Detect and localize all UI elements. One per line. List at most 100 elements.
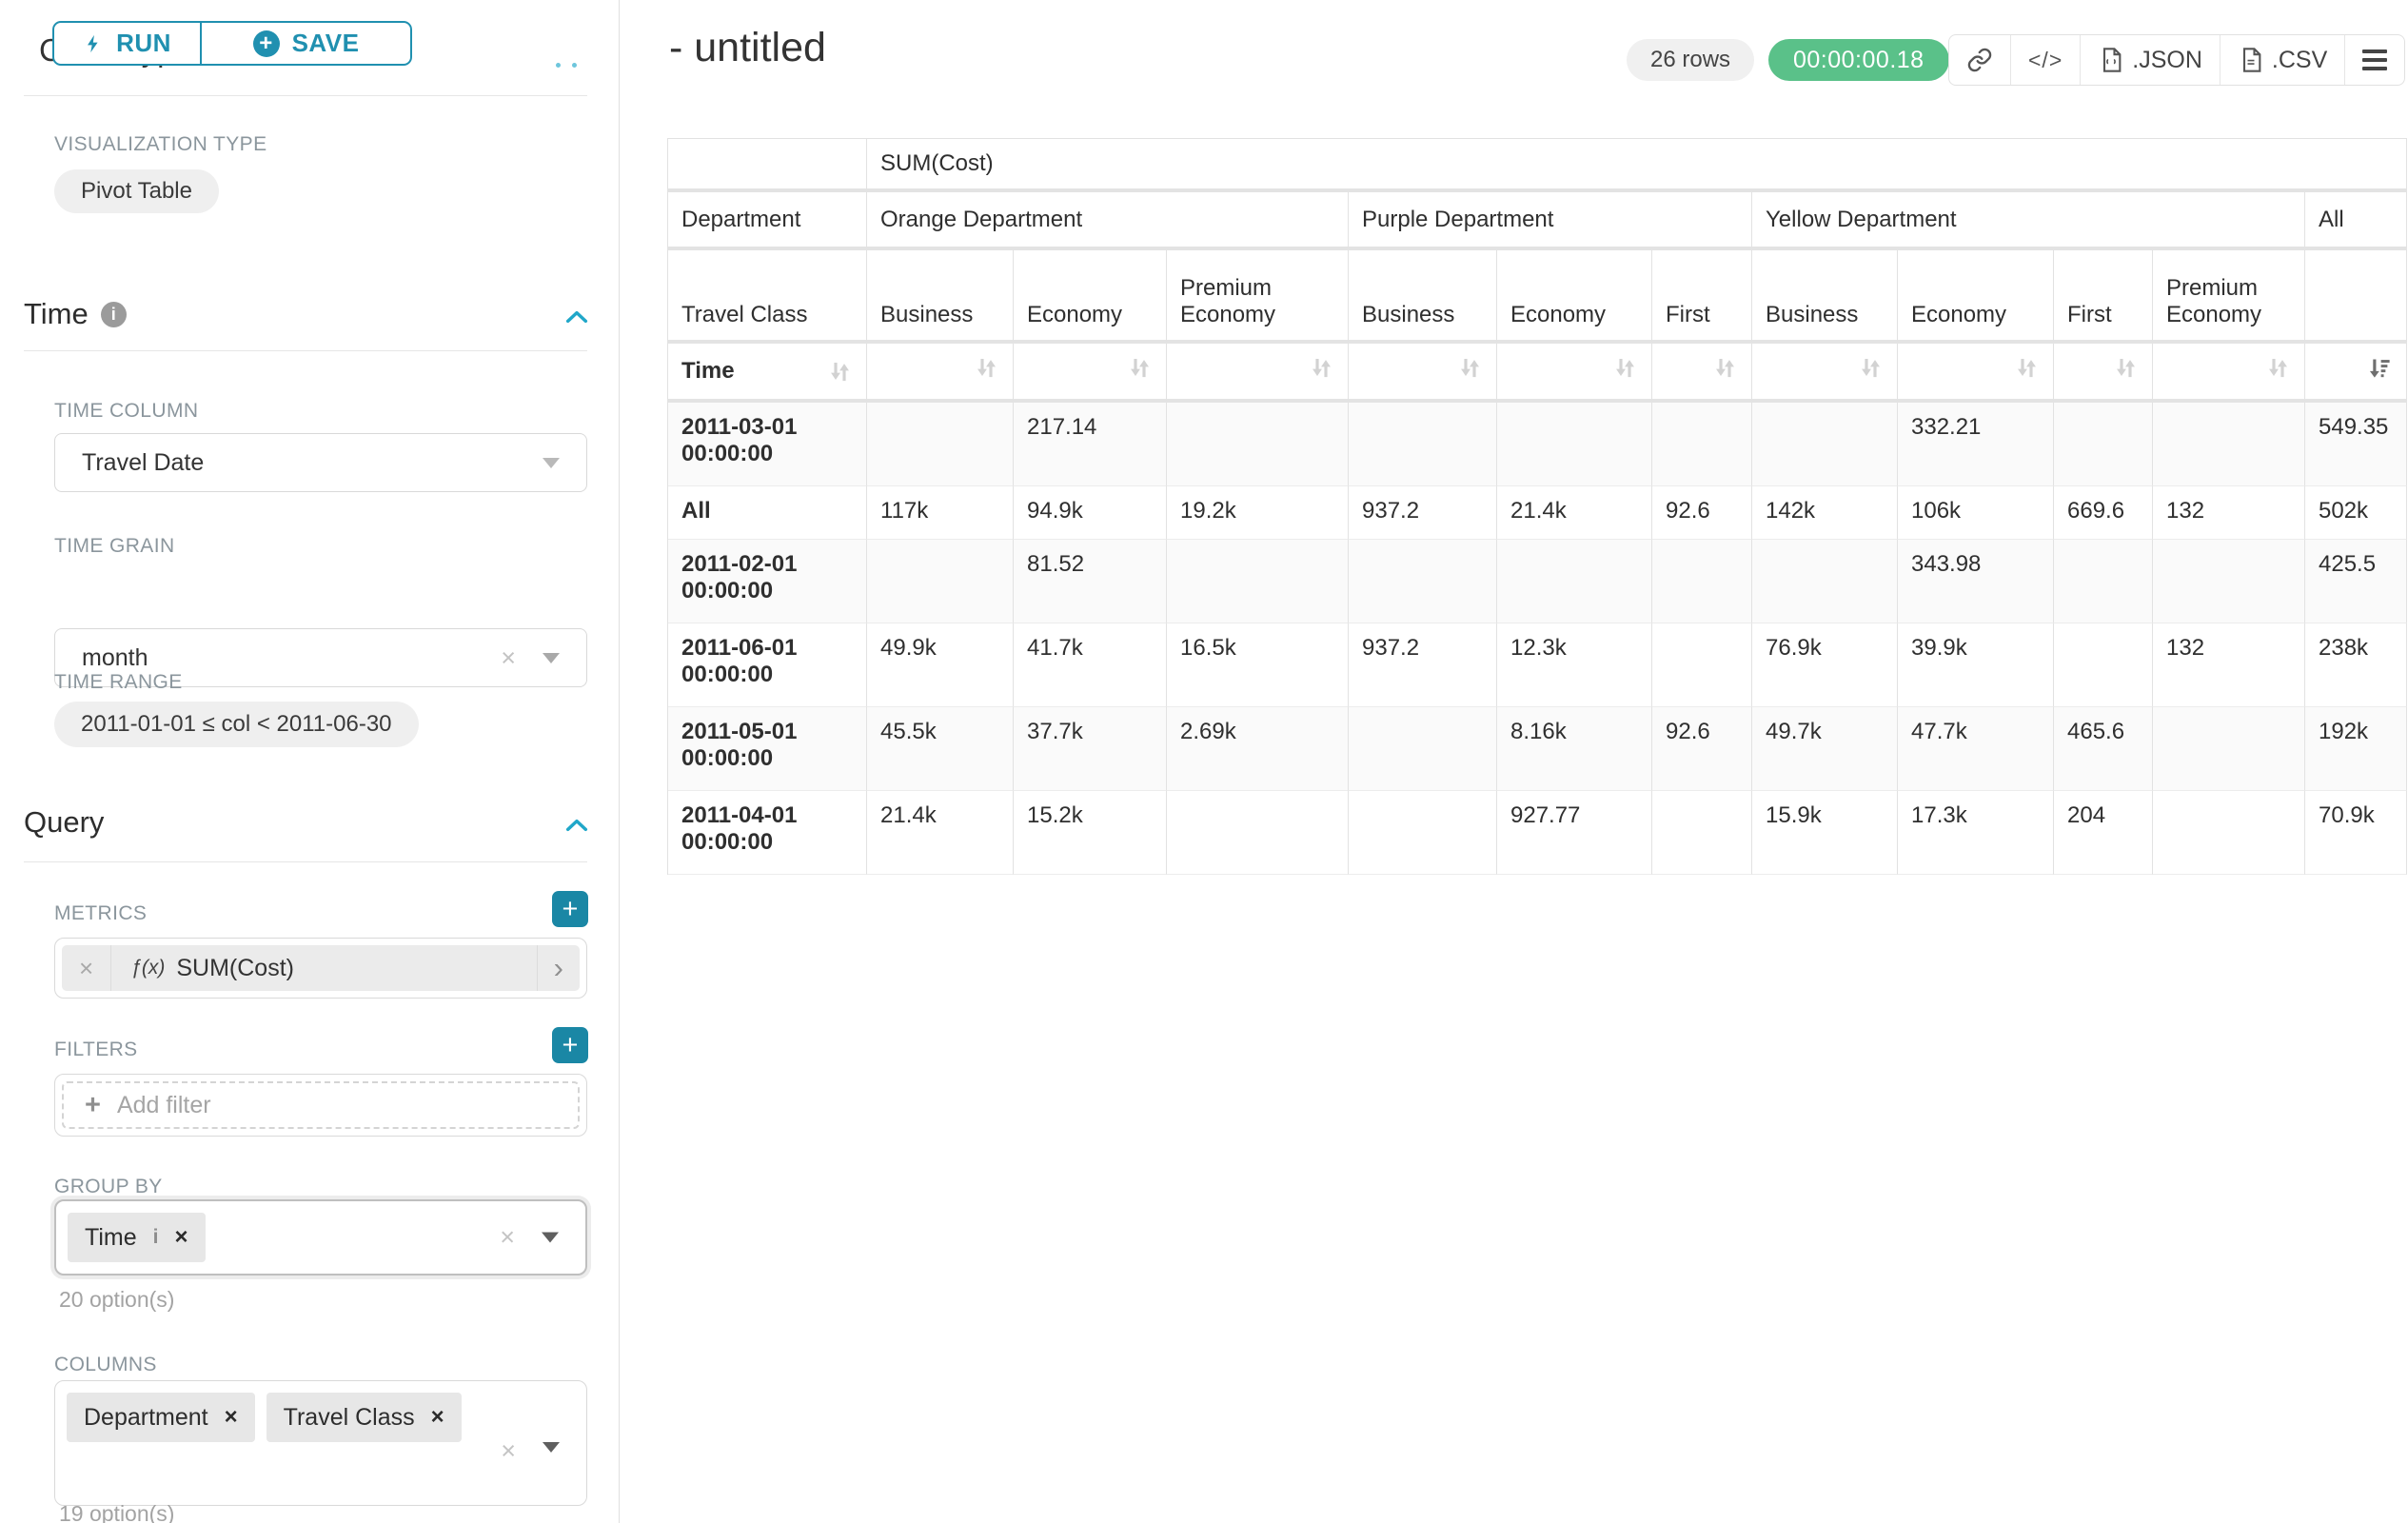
caret-down-icon[interactable] bbox=[543, 1442, 560, 1453]
panel-drag-handle[interactable] bbox=[556, 63, 577, 68]
query-section-label: Query bbox=[24, 805, 105, 839]
time-range-value[interactable]: 2011-01-01 ≤ col < 2011-06-30 bbox=[54, 702, 419, 747]
remove-metric-icon[interactable]: × bbox=[62, 945, 112, 991]
pivot-cell: 217.14 bbox=[1014, 403, 1167, 486]
sort-icon[interactable] bbox=[827, 359, 853, 385]
sort-descending-icon[interactable] bbox=[2367, 355, 2393, 387]
group-by-label: GROUP BY bbox=[54, 1176, 163, 1197]
sort-cell[interactable] bbox=[1497, 344, 1652, 403]
save-button-label: SAVE bbox=[291, 29, 360, 57]
clear-icon[interactable]: × bbox=[501, 643, 516, 672]
chart-title[interactable]: - untitled bbox=[669, 25, 826, 70]
plus-icon: + bbox=[85, 1089, 101, 1120]
embed-code-button[interactable]: </> bbox=[2010, 35, 2080, 85]
metric-chip[interactable]: × ƒ(x) SUM(Cost) › bbox=[62, 945, 580, 991]
sort-cell[interactable] bbox=[2054, 344, 2153, 403]
sort-cell[interactable] bbox=[867, 344, 1014, 403]
time-grain-select[interactable]: month × bbox=[54, 628, 587, 687]
remove-chip-icon[interactable]: × bbox=[224, 1404, 238, 1430]
export-json-button[interactable]: .JSON bbox=[2080, 35, 2220, 85]
run-button[interactable]: RUN bbox=[52, 21, 201, 66]
pivot-cell: 19.2k bbox=[1167, 486, 1349, 540]
copy-link-button[interactable] bbox=[1949, 35, 2010, 85]
pivot-col-header: Business bbox=[1752, 250, 1898, 344]
clear-icon[interactable]: × bbox=[501, 1436, 516, 1465]
pivot-cell bbox=[1349, 791, 1497, 875]
link-icon bbox=[1967, 48, 1992, 72]
pivot-row-header: 2011-02-01 00:00:00 bbox=[668, 540, 867, 623]
sort-icon[interactable] bbox=[1858, 355, 1884, 387]
add-metric-button[interactable]: + bbox=[552, 891, 588, 927]
sort-cell[interactable] bbox=[1898, 344, 2054, 403]
more-options-button[interactable] bbox=[2344, 35, 2404, 85]
pivot-row-header: All bbox=[668, 486, 867, 540]
pivot-cell: 92.6 bbox=[1652, 486, 1752, 540]
pivot-row: 2011-04-01 00:00:00 21.4k 15.2k 927.77 15.9k… bbox=[668, 791, 2408, 875]
divider bbox=[24, 861, 587, 862]
sort-cell[interactable] bbox=[1349, 344, 1497, 403]
sort-cell[interactable] bbox=[1752, 344, 1898, 403]
sort-icon[interactable] bbox=[1612, 355, 1638, 387]
pivot-cell bbox=[867, 540, 1014, 623]
export-csv-button[interactable]: .CSV bbox=[2219, 35, 2344, 85]
visualization-type-value[interactable]: Pivot Table bbox=[54, 169, 219, 213]
save-button[interactable]: + SAVE bbox=[201, 21, 412, 66]
sort-icon[interactable] bbox=[1127, 355, 1153, 387]
pivot-table-container: SUM(Cost) Department Orange Department Purp… bbox=[667, 138, 2408, 875]
sort-cell[interactable] bbox=[2153, 344, 2305, 403]
pivot-cell: 343.98 bbox=[1898, 540, 2054, 623]
pivot-time-header: Time bbox=[668, 344, 867, 403]
pivot-cell: 41.7k bbox=[1014, 623, 1167, 707]
sort-icon[interactable] bbox=[2265, 355, 2291, 387]
pivot-cell bbox=[1167, 791, 1349, 875]
sort-cell[interactable] bbox=[1014, 344, 1167, 403]
json-file-icon bbox=[2103, 48, 2122, 72]
chevron-up-icon[interactable] bbox=[562, 811, 592, 841]
columns-label: COLUMNS bbox=[54, 1354, 157, 1375]
sort-icon[interactable] bbox=[2113, 355, 2139, 387]
pivot-cell bbox=[1167, 540, 1349, 623]
remove-chip-icon[interactable]: × bbox=[174, 1224, 188, 1250]
sort-icon[interactable] bbox=[1712, 355, 1738, 387]
lightning-icon bbox=[88, 34, 98, 52]
pivot-cell: 132 bbox=[2153, 623, 2305, 707]
group-by-select[interactable]: Time i × × bbox=[54, 1199, 587, 1276]
sort-cell[interactable] bbox=[1652, 344, 1752, 403]
remove-chip-icon[interactable]: × bbox=[430, 1404, 444, 1430]
columns-select[interactable]: Department × Travel Class × × bbox=[54, 1380, 587, 1506]
query-timer-badge: 00:00:00.18 bbox=[1768, 39, 1949, 81]
chevron-up-icon[interactable] bbox=[562, 303, 592, 333]
clear-icon[interactable]: × bbox=[500, 1222, 515, 1252]
group-by-options-hint: 20 option(s) bbox=[59, 1287, 175, 1312]
sort-icon[interactable] bbox=[974, 355, 999, 387]
pivot-cell: 132 bbox=[2153, 486, 2305, 540]
time-column-value: Travel Date bbox=[82, 448, 205, 476]
sort-icon[interactable] bbox=[1309, 355, 1334, 387]
pivot-cell bbox=[1497, 403, 1652, 486]
add-filter-dropzone[interactable]: + Add filter bbox=[62, 1081, 580, 1129]
sort-cell[interactable] bbox=[2305, 344, 2408, 403]
run-button-label: RUN bbox=[116, 29, 171, 57]
group-by-chip[interactable]: Time i × bbox=[68, 1213, 206, 1262]
pivot-cell bbox=[1652, 403, 1752, 486]
sort-icon[interactable] bbox=[2014, 355, 2040, 387]
pivot-col-header: Economy bbox=[1497, 250, 1652, 344]
columns-chip[interactable]: Department × bbox=[67, 1393, 255, 1442]
pivot-cell bbox=[2054, 623, 2153, 707]
pivot-cell: 204 bbox=[2054, 791, 2153, 875]
columns-chip[interactable]: Travel Class × bbox=[266, 1393, 462, 1442]
caret-down-icon[interactable] bbox=[542, 1232, 559, 1243]
sort-icon[interactable] bbox=[1457, 355, 1483, 387]
pivot-cell: 81.52 bbox=[1014, 540, 1167, 623]
sort-cell[interactable] bbox=[1167, 344, 1349, 403]
info-icon: i bbox=[100, 301, 127, 327]
pivot-cell bbox=[2153, 707, 2305, 791]
filters-field: + Add filter bbox=[54, 1074, 587, 1137]
add-filter-button[interactable]: + bbox=[552, 1027, 588, 1063]
time-column-select[interactable]: Travel Date bbox=[54, 433, 587, 492]
pivot-group-header: Yellow Department bbox=[1752, 192, 2305, 250]
pivot-metric-header: SUM(Cost) bbox=[867, 139, 2408, 192]
pivot-cell: 17.3k bbox=[1898, 791, 2054, 875]
expand-metric-icon[interactable]: › bbox=[536, 945, 580, 991]
pivot-cell bbox=[1497, 540, 1652, 623]
